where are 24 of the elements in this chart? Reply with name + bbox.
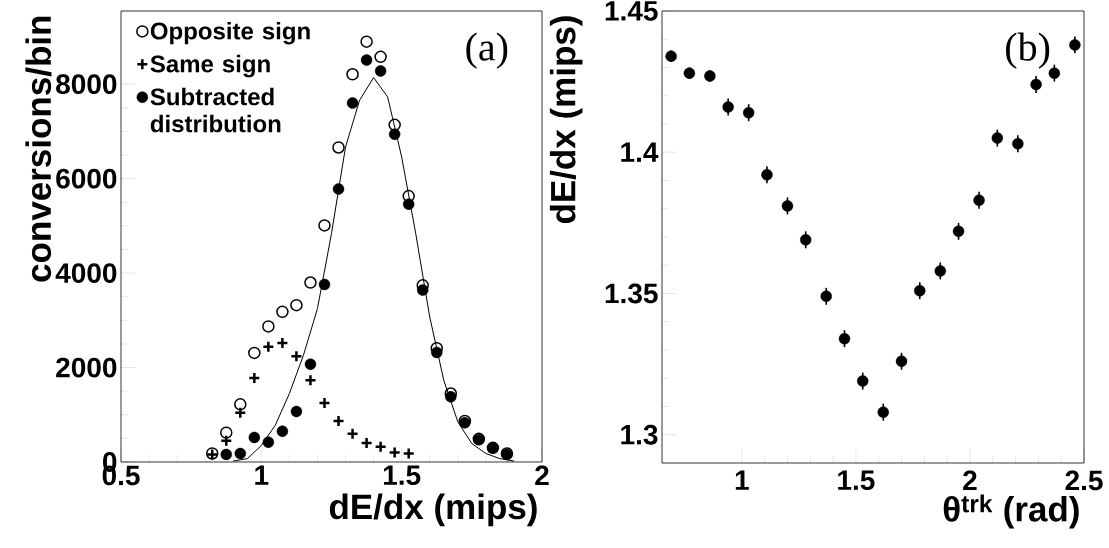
x-tick-label: 1.5 <box>383 465 421 486</box>
legend-label: Opposite sign <box>150 21 310 45</box>
x-axis-title: θ$^{trk}$ (rad) <box>943 494 1079 529</box>
x-tick-label: 1 <box>735 470 749 490</box>
y-tick-label: 1.4 <box>621 142 659 162</box>
x-axis-title: dE/dx (mips) <box>329 493 537 527</box>
x-tick-label: 1.5 <box>838 470 875 491</box>
annotation: (a) <box>466 32 508 69</box>
y-tick-label: 8000 <box>56 74 117 95</box>
y-tick-label: 1.35 <box>605 283 658 304</box>
x-tick-label: 1 <box>255 465 269 485</box>
y-tick-label: 2000 <box>56 357 117 378</box>
y-axis-title: dE/dx (mips) <box>549 16 583 224</box>
y-tick-label: 4000 <box>55 263 117 283</box>
annotation: (b) <box>1006 32 1050 69</box>
y-axis-title: conversions/bin <box>25 16 52 282</box>
y-tick-label: 1.45 <box>605 1 658 21</box>
legend-label: Same sign <box>150 54 270 78</box>
x-tick-label: 2 <box>535 465 549 486</box>
x-tick-label: 2.5 <box>1065 470 1103 491</box>
y-tick-label: 1.3 <box>621 424 658 445</box>
legend-label: Subtracted distribution <box>150 87 281 133</box>
x-tick-label: 2 <box>963 470 977 491</box>
y-tick-label: 6000 <box>56 168 117 189</box>
